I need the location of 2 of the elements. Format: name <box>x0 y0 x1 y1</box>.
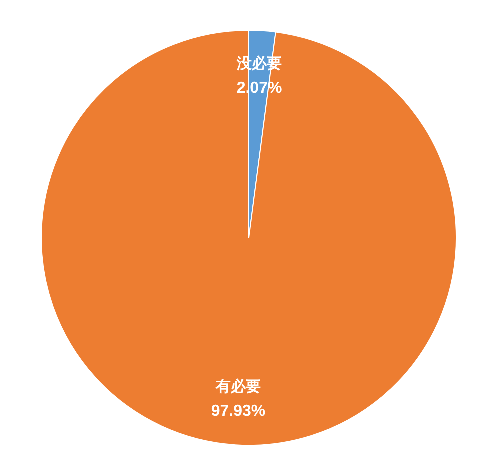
data-label: 97.93% <box>211 402 266 420</box>
slice-label: 有必要 <box>214 377 261 396</box>
